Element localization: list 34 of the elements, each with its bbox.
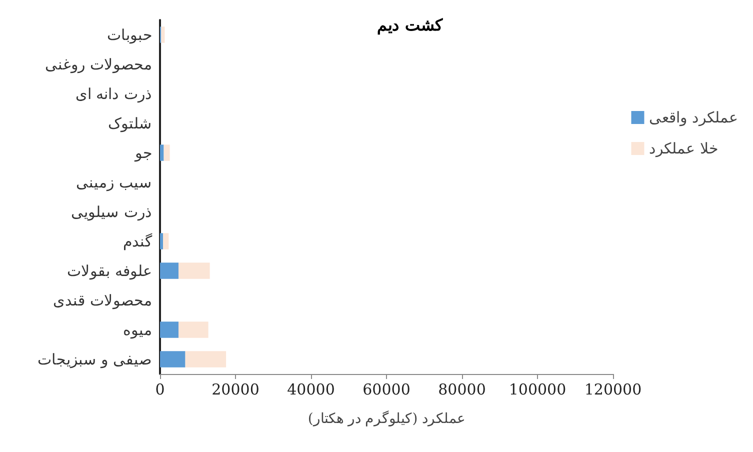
x-tick-label: 60000 — [362, 380, 410, 398]
y-tick-label: محصولات روغنی — [45, 55, 152, 74]
y-tick-label: صیفی و سبزیجات — [37, 350, 152, 368]
y-tick-label: ذرت سیلویی — [71, 202, 152, 221]
x-tick-label: 40000 — [287, 380, 335, 398]
y-tick-label: حبوبات — [107, 26, 152, 44]
bar — [160, 262, 178, 279]
y-tick-label: گندم — [123, 232, 153, 250]
y-tick-label: محصولات قندی — [53, 291, 152, 310]
bar — [161, 26, 165, 43]
x-tick-label: 80000 — [438, 380, 486, 398]
x-axis-title: عملکرد (کیلوگرم در هکتار) — [308, 410, 466, 427]
bar — [178, 322, 208, 338]
bar — [178, 262, 210, 279]
bar — [185, 351, 226, 368]
y-tick-label: ذرت دانه ای — [75, 84, 152, 103]
x-tick-label: 100000 — [508, 380, 566, 398]
y-tick-label: میوه — [123, 320, 152, 339]
bar — [160, 322, 178, 338]
x-tick-label: 20000 — [212, 380, 260, 398]
y-tick-label: علوفه بقولات — [67, 262, 152, 280]
chart-title: کشت دیم — [377, 16, 443, 36]
legend-label: خلا عملکرد — [649, 140, 718, 158]
x-tick-label: 0 — [155, 380, 165, 398]
bar — [163, 233, 169, 250]
x-tick-label: 120000 — [584, 380, 642, 398]
y-tick-label: سیب زمینی — [76, 173, 152, 192]
bar — [160, 351, 186, 368]
bar — [160, 233, 164, 250]
bar — [164, 144, 170, 161]
y-tick-label: شلتوک — [108, 114, 152, 132]
legend-label: عملکرد واقعی — [649, 108, 738, 126]
y-tick-label: جو — [134, 144, 152, 162]
bar — [160, 144, 164, 161]
